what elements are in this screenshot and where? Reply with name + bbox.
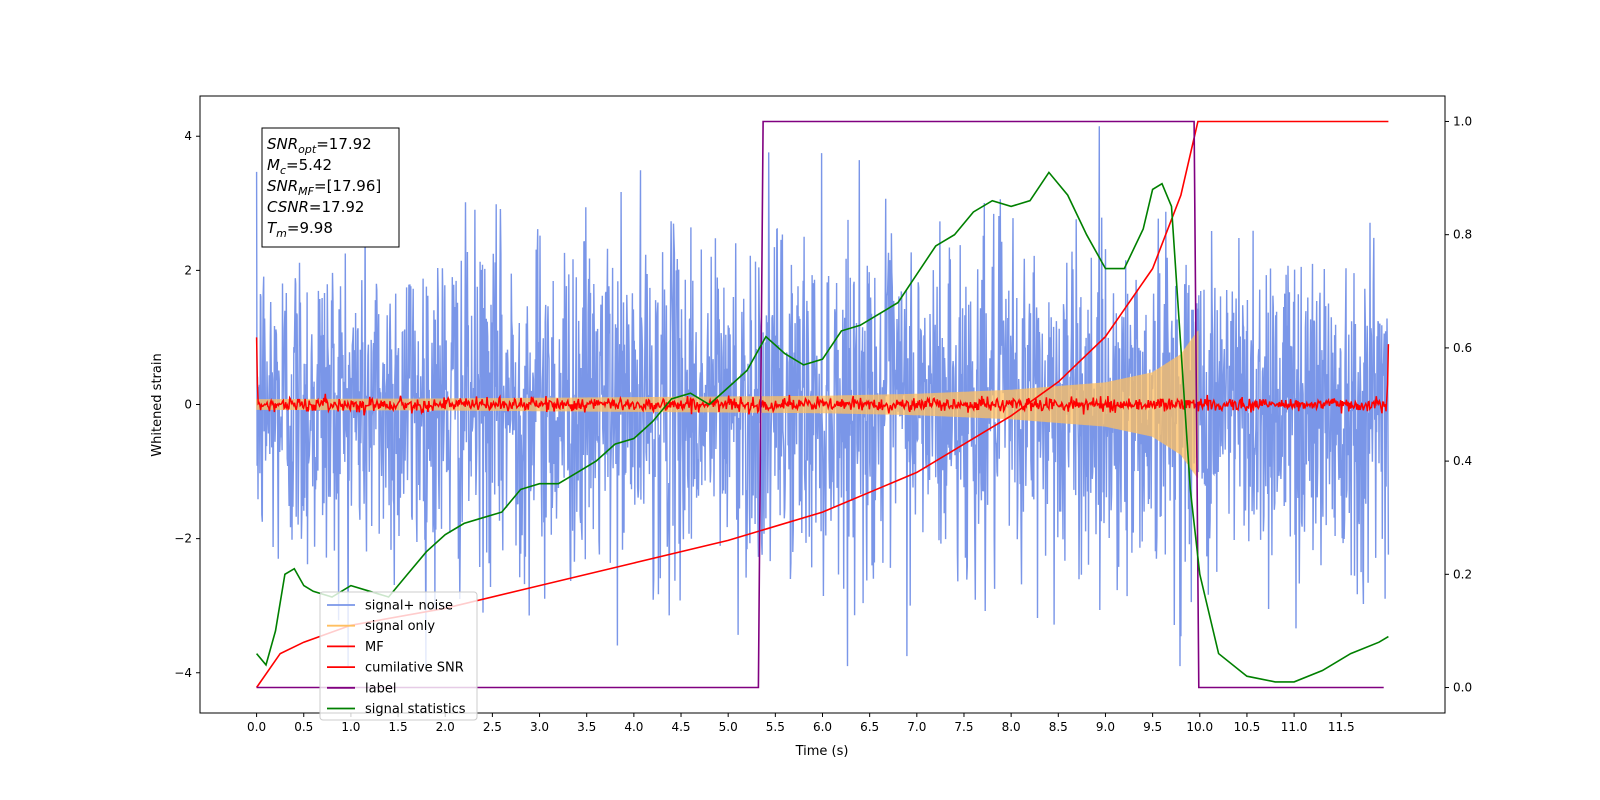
x-tick-label: 3.0 <box>530 720 549 734</box>
y-axis-right: 0.0 0.2 0.4 0.6 0.8 1.0 <box>1445 114 1472 695</box>
annotation-line: Tm=9.98 <box>267 219 333 240</box>
series-mf <box>255 337 1390 416</box>
x-tick-label: 0.5 <box>294 720 313 734</box>
y-tick-label: 0 <box>184 398 192 412</box>
legend-item: cumilative SNR <box>365 661 464 676</box>
legend-frame <box>319 591 478 721</box>
annotation-box: SNRopt=17.92Mc=5.42SNRMF=[17.96]CSNR=17.… <box>261 127 400 248</box>
x-tick-label: 3.5 <box>577 720 596 734</box>
x-tick-label: 8.0 <box>1002 720 1021 734</box>
series-signal-only <box>256 330 1199 478</box>
legend-item: signal+ noise <box>365 599 453 614</box>
y-tick-label: −2 <box>174 532 192 546</box>
annotation-frame <box>261 127 400 248</box>
x-tick-label: 6.5 <box>860 720 879 734</box>
legend-item: label <box>365 681 396 696</box>
x-tick-label: 4.0 <box>624 720 643 734</box>
series-signal-noise <box>255 126 1390 667</box>
y2-tick-label: 0.4 <box>1453 454 1472 468</box>
y-axis-label: Whitened strain <box>150 353 165 456</box>
series-label <box>256 120 1384 689</box>
annotation-line: SNRMF=[17.96] <box>267 177 381 198</box>
x-tick-label: 4.5 <box>671 720 690 734</box>
x-tick-label: 5.5 <box>766 720 785 734</box>
x-tick-label: 11.5 <box>1328 720 1355 734</box>
series-signal-statistics <box>255 171 1389 683</box>
y2-tick-label: 0.6 <box>1453 341 1472 355</box>
x-axis-label: Time (s) <box>795 744 849 759</box>
x-tick-label: 0.0 <box>247 720 266 734</box>
x-tick-label: 10.0 <box>1186 720 1213 734</box>
annotation-line: CSNR=17.92 <box>267 198 364 216</box>
y-tick-label: 2 <box>184 263 192 277</box>
x-tick-label: 10.5 <box>1234 720 1261 734</box>
legend-item: MF <box>365 640 384 655</box>
x-axis: 0.0 0.5 1.0 1.5 2.0 2.5 3.0 3.5 4.0 4.5 5.0 5.5 6.0 6… <box>247 713 1355 734</box>
x-tick-label: 1.0 <box>341 720 360 734</box>
y-axis-left: −4 −2 0 2 4 <box>174 129 200 680</box>
x-tick-label: 11.0 <box>1281 720 1308 734</box>
x-tick-label: 2.0 <box>436 720 455 734</box>
x-tick-label: 8.5 <box>1049 720 1068 734</box>
x-tick-label: 7.0 <box>907 720 926 734</box>
x-tick-label: 1.5 <box>389 720 408 734</box>
y2-tick-label: 1.0 <box>1453 114 1472 128</box>
annotation-line: SNRopt=17.92 <box>267 135 372 156</box>
y2-tick-label: 0.2 <box>1453 567 1472 581</box>
x-tick-label: 9.5 <box>1143 720 1162 734</box>
y2-tick-label: 0.8 <box>1453 228 1472 242</box>
x-tick-label: 6.0 <box>813 720 832 734</box>
legend: signal+ noise signal only MF cumilative SNR… <box>319 591 478 721</box>
x-tick-label: 5.0 <box>719 720 738 734</box>
y-tick-label: 4 <box>184 129 192 143</box>
legend-item: signal statistics <box>365 702 466 717</box>
legend-item: signal only <box>365 619 435 634</box>
annotation-line: Mc=5.42 <box>267 156 332 177</box>
y2-tick-label: 0.0 <box>1453 681 1472 695</box>
y-tick-label: −4 <box>174 666 192 680</box>
x-tick-label: 2.5 <box>483 720 502 734</box>
x-tick-label: 7.5 <box>954 720 973 734</box>
x-tick-label: 9.0 <box>1096 720 1115 734</box>
